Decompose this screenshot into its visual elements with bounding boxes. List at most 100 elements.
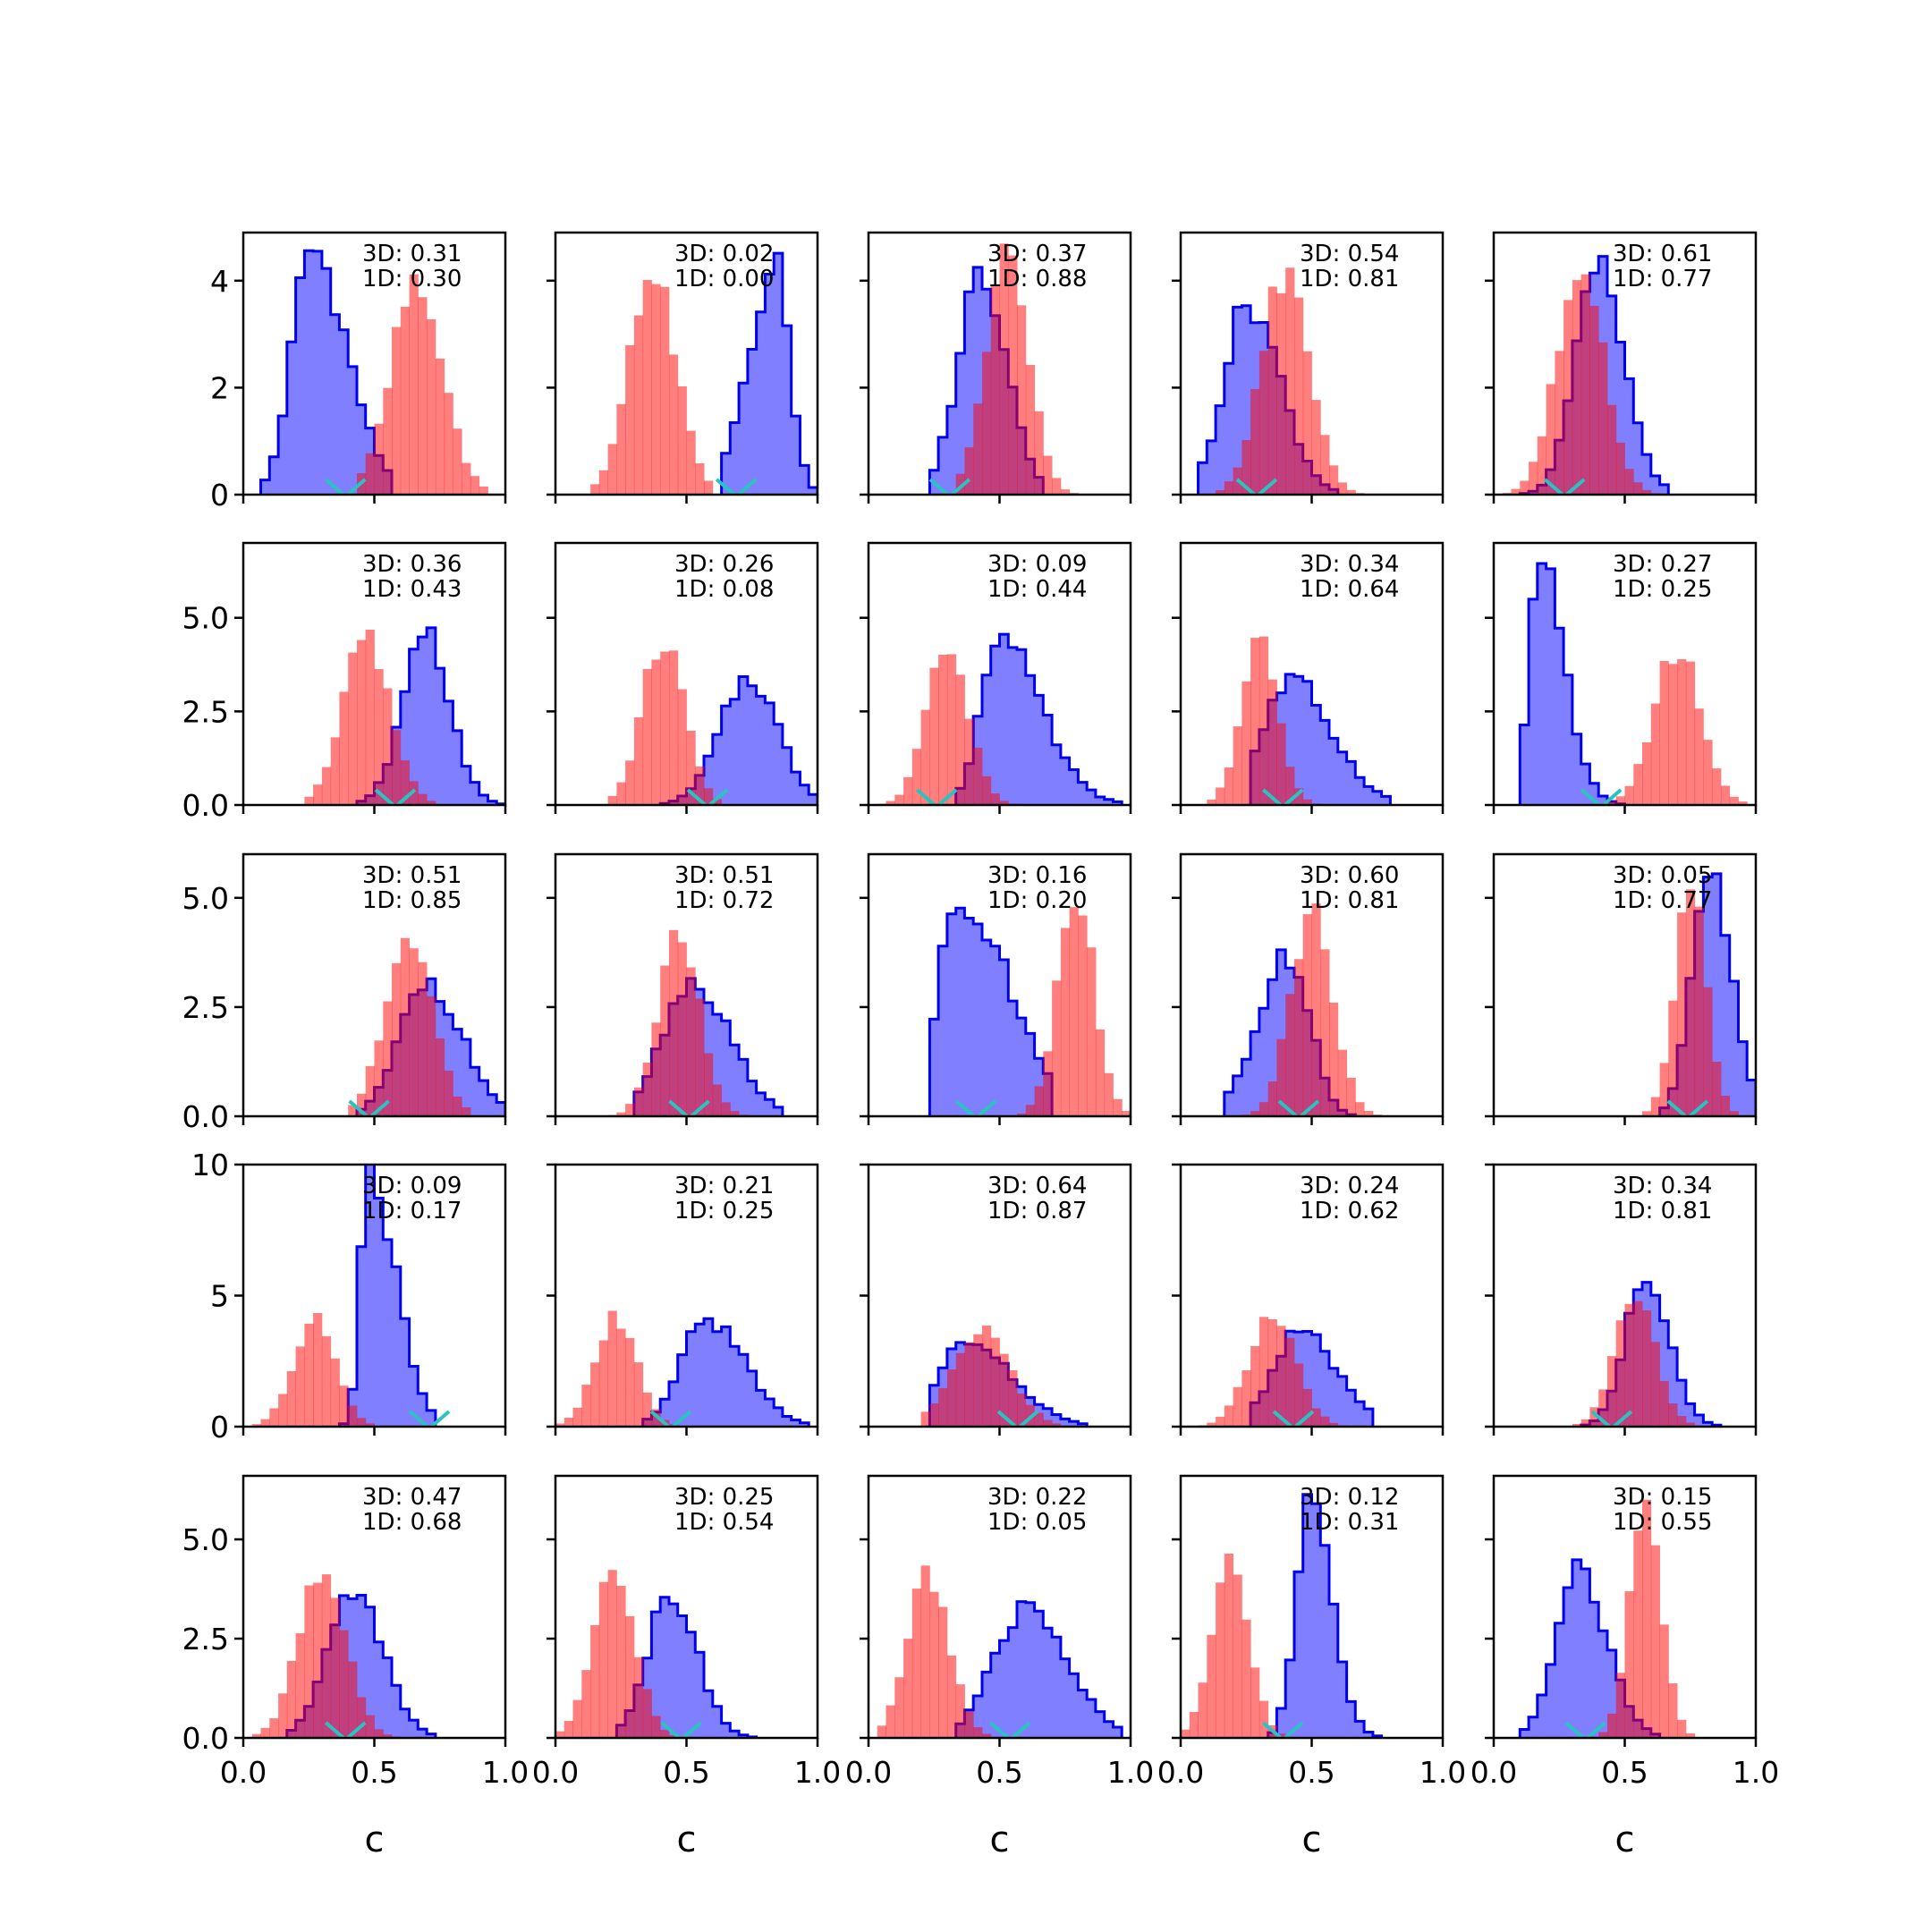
- red-bar: [365, 630, 375, 805]
- truth-marker: [715, 478, 758, 495]
- red-bar: [607, 795, 617, 805]
- red-bar: [1633, 482, 1643, 495]
- red-bar: [1285, 994, 1295, 1116]
- red-bar: [894, 1677, 904, 1738]
- red-bar: [427, 996, 436, 1116]
- red-bar: [1025, 1105, 1035, 1116]
- red-bar: [625, 1104, 635, 1116]
- red-bar: [651, 1022, 661, 1116]
- red-bar: [704, 480, 714, 495]
- red-bar: [695, 463, 705, 495]
- red-histogram: [251, 1313, 384, 1427]
- red-bar: [400, 306, 410, 495]
- red-bar: [973, 1727, 983, 1738]
- red-bar: [1017, 1394, 1027, 1427]
- red-bar: [348, 1105, 358, 1116]
- annotation-1d: 1D: 0.88: [987, 266, 1087, 292]
- red-bar: [598, 1340, 608, 1427]
- red-bar: [330, 1358, 340, 1427]
- red-bar: [642, 1392, 652, 1427]
- red-bar: [400, 760, 410, 805]
- red-bar: [1659, 1381, 1669, 1427]
- red-bar: [1276, 1733, 1286, 1738]
- red-bar: [660, 965, 670, 1116]
- annotation-1d: 1D: 0.77: [1613, 266, 1712, 292]
- annotation-3d: 3D: 0.64: [987, 1173, 1087, 1199]
- red-bar: [1302, 1388, 1312, 1427]
- red-bar: [1285, 767, 1295, 805]
- red-bar: [1572, 280, 1582, 495]
- y-tick-label: 0.0: [182, 1721, 229, 1756]
- red-bar: [633, 315, 644, 495]
- red-bar: [1633, 1301, 1643, 1427]
- red-bar: [964, 447, 974, 495]
- annotation-3d: 3D: 0.05: [1613, 862, 1712, 889]
- red-bar: [1302, 351, 1312, 495]
- annotation-3d: 3D: 0.61: [1613, 241, 1712, 267]
- plot-area: [1207, 636, 1392, 805]
- plot-area: [607, 929, 784, 1116]
- red-bar: [938, 1387, 948, 1427]
- truth-marker: [1564, 1721, 1606, 1738]
- red-bar: [1294, 297, 1304, 495]
- red-bar: [990, 1337, 1000, 1427]
- red-bar: [1216, 490, 1225, 495]
- red-bar: [712, 1084, 722, 1116]
- red-bar: [1659, 661, 1669, 805]
- red-bar: [392, 962, 402, 1116]
- truth-marker: [915, 788, 958, 805]
- blue-histogram-outline: [954, 1600, 1123, 1738]
- annotation-1d: 1D: 0.17: [362, 1198, 462, 1224]
- red-bar: [1285, 1337, 1295, 1427]
- red-bar: [1052, 980, 1062, 1116]
- red-bar: [1233, 1386, 1242, 1427]
- red-bar: [1694, 708, 1704, 805]
- red-bar: [1250, 389, 1260, 495]
- red-bar: [616, 1328, 626, 1427]
- plot-area: [304, 626, 505, 805]
- red-bar: [1216, 1416, 1225, 1427]
- red-bar: [321, 1574, 332, 1738]
- red-bar: [929, 1403, 939, 1427]
- red-bar: [1043, 455, 1053, 495]
- red-bar: [1250, 1667, 1260, 1738]
- red-bar: [1294, 788, 1304, 805]
- annotation-1d: 1D: 0.44: [987, 576, 1087, 603]
- annotation-1d: 1D: 0.31: [1300, 1509, 1399, 1536]
- y-tick-label: 2.5: [182, 694, 229, 729]
- red-bar: [392, 730, 402, 805]
- red-bar: [313, 784, 323, 805]
- red-bar: [1320, 435, 1330, 495]
- red-bar: [1563, 300, 1573, 495]
- plot-area: [1223, 903, 1383, 1116]
- red-bar: [1207, 1634, 1216, 1738]
- red-bar: [453, 1097, 462, 1116]
- red-bar: [418, 297, 428, 495]
- red-bar: [251, 1733, 261, 1738]
- red-bar: [321, 1335, 332, 1427]
- red-bar: [1233, 1574, 1242, 1738]
- red-bar: [938, 1606, 948, 1738]
- annotation-3d: 3D: 0.31: [362, 241, 462, 267]
- red-bar: [1346, 489, 1356, 495]
- red-bar: [607, 1570, 617, 1738]
- annotation-3d: 3D: 0.12: [1300, 1484, 1399, 1511]
- x-axis-label: c: [1302, 1819, 1322, 1860]
- red-bar: [295, 1346, 305, 1427]
- red-bar: [1329, 1003, 1339, 1116]
- red-bar: [982, 1325, 992, 1427]
- truth-marker: [954, 1099, 997, 1116]
- annotation-3d: 3D: 0.34: [1300, 551, 1399, 578]
- truth-marker: [686, 788, 729, 805]
- truth-marker: [324, 1721, 367, 1738]
- red-histogram: [1181, 1554, 1295, 1738]
- red-histogram: [555, 1570, 679, 1738]
- red-bar: [1615, 1673, 1625, 1738]
- red-bar: [911, 749, 921, 805]
- red-bar: [1311, 400, 1321, 495]
